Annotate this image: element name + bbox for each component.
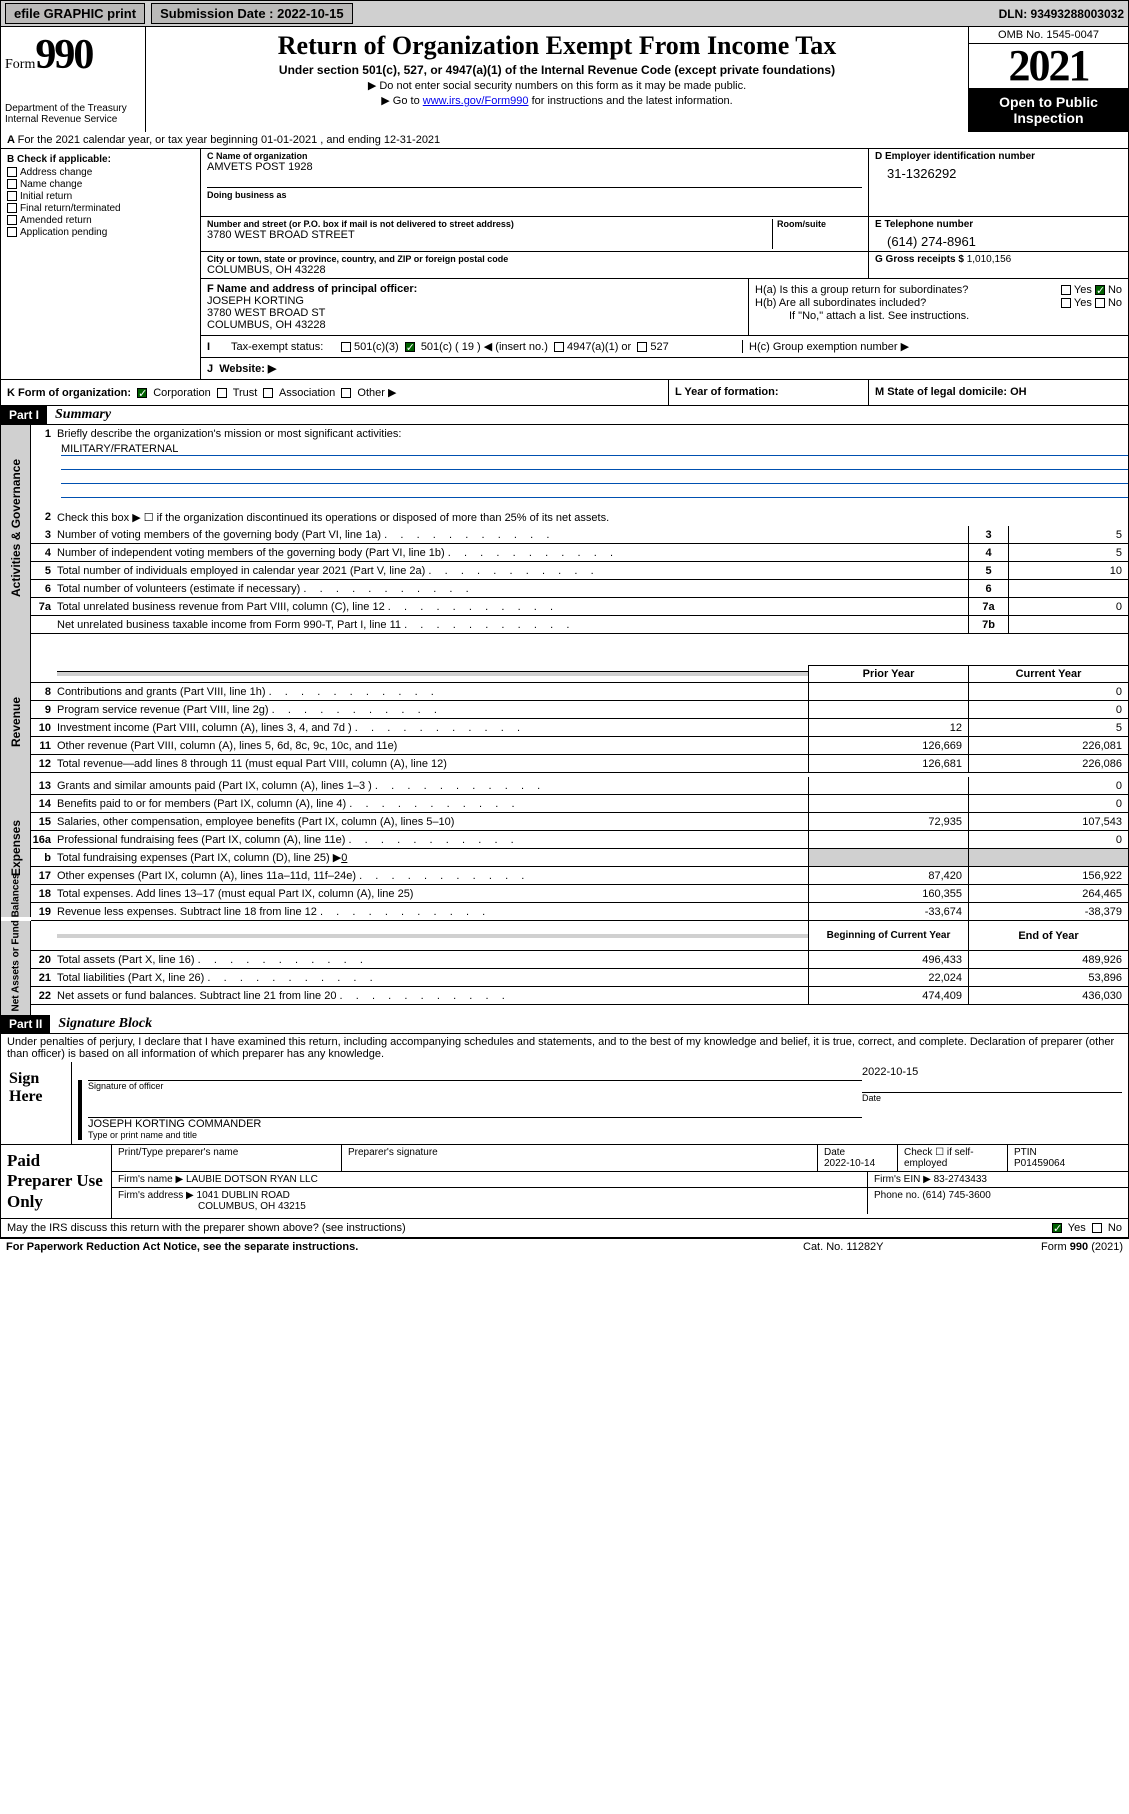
- perjury-declaration: Under penalties of perjury, I declare th…: [0, 1034, 1129, 1062]
- ssn-warning: ▶ Do not enter social security numbers o…: [154, 79, 960, 92]
- form-header: Form990 Department of the Treasury Inter…: [0, 27, 1129, 132]
- org-name: AMVETS POST 1928: [207, 161, 862, 173]
- telephone: (614) 274-8961: [875, 230, 1122, 249]
- form-990-label: Form990: [5, 31, 141, 79]
- firm-name: LAUBIE DOTSON RYAN LLC: [186, 1174, 318, 1185]
- row-k: K Form of organization: Corporation Trus…: [0, 380, 1129, 406]
- efile-print-button[interactable]: efile GRAPHIC print: [5, 3, 145, 24]
- mission-text: MILITARY/FRATERNAL: [61, 443, 1128, 456]
- row-j-website: J Website: ▶: [201, 357, 1128, 379]
- tab-revenue: Revenue: [9, 689, 23, 755]
- entity-section: B Check if applicable: Address change Na…: [0, 149, 1129, 380]
- street-address: 3780 WEST BROAD STREET: [207, 229, 772, 241]
- form-title: Return of Organization Exempt From Incom…: [154, 31, 960, 61]
- summary-section: Activities & Governance 1Briefly describ…: [0, 425, 1129, 1015]
- dln-label: DLN: 93493288003032: [999, 7, 1124, 21]
- preparer-phone: (614) 745-3600: [922, 1190, 990, 1201]
- irs-link[interactable]: www.irs.gov/Form990: [423, 95, 529, 107]
- box-h: H(a) Is this a group return for subordin…: [748, 279, 1128, 335]
- tab-net-assets: Net Assets or Fund Balances: [11, 922, 22, 1012]
- open-to-public: Open to Public Inspection: [969, 88, 1128, 132]
- city-state-zip: COLUMBUS, OH 43228: [207, 264, 862, 276]
- tax-year: 2021: [969, 44, 1128, 88]
- sign-date: 2022-10-15: [862, 1066, 1122, 1078]
- top-toolbar: efile GRAPHIC print Submission Date : 20…: [0, 0, 1129, 27]
- box-b: B Check if applicable: Address change Na…: [1, 149, 201, 379]
- tab-expenses: Expenses: [9, 815, 23, 881]
- paid-preparer-label: Paid Preparer Use Only: [1, 1145, 111, 1218]
- tab-governance: Activities & Governance: [9, 507, 23, 597]
- box-f: F Name and address of principal officer:…: [201, 279, 748, 335]
- signature-block: Sign Here Signature of officer JOSEPH KO…: [0, 1062, 1129, 1238]
- irs-discuss-row: May the IRS discuss this return with the…: [1, 1218, 1128, 1237]
- tax-period-bar: A For the 2021 calendar year, or tax yea…: [0, 132, 1129, 149]
- gross-receipts: 1,010,156: [967, 254, 1012, 265]
- dept-treasury: Department of the Treasury Internal Reve…: [5, 103, 141, 125]
- instructions-link-row: ▶ Go to www.irs.gov/Form990 for instruct…: [154, 94, 960, 107]
- ein: 31-1326292: [875, 162, 1122, 181]
- form-subtitle: Under section 501(c), 527, or 4947(a)(1)…: [154, 63, 960, 77]
- part-i-header: Part I Summary: [0, 406, 1129, 425]
- ptin: P01459064: [1014, 1158, 1122, 1169]
- officer-name: JOSEPH KORTING COMMANDER: [88, 1118, 862, 1130]
- part-ii-header: Part II Signature Block: [0, 1015, 1129, 1034]
- submission-date-button[interactable]: Submission Date : 2022-10-15: [151, 3, 353, 24]
- row-i-tax-status: I Tax-exempt status: 501(c)(3) 501(c) ( …: [201, 335, 1128, 357]
- firm-ein: 83-2743433: [934, 1174, 987, 1185]
- page-footer: For Paperwork Reduction Act Notice, see …: [0, 1238, 1129, 1255]
